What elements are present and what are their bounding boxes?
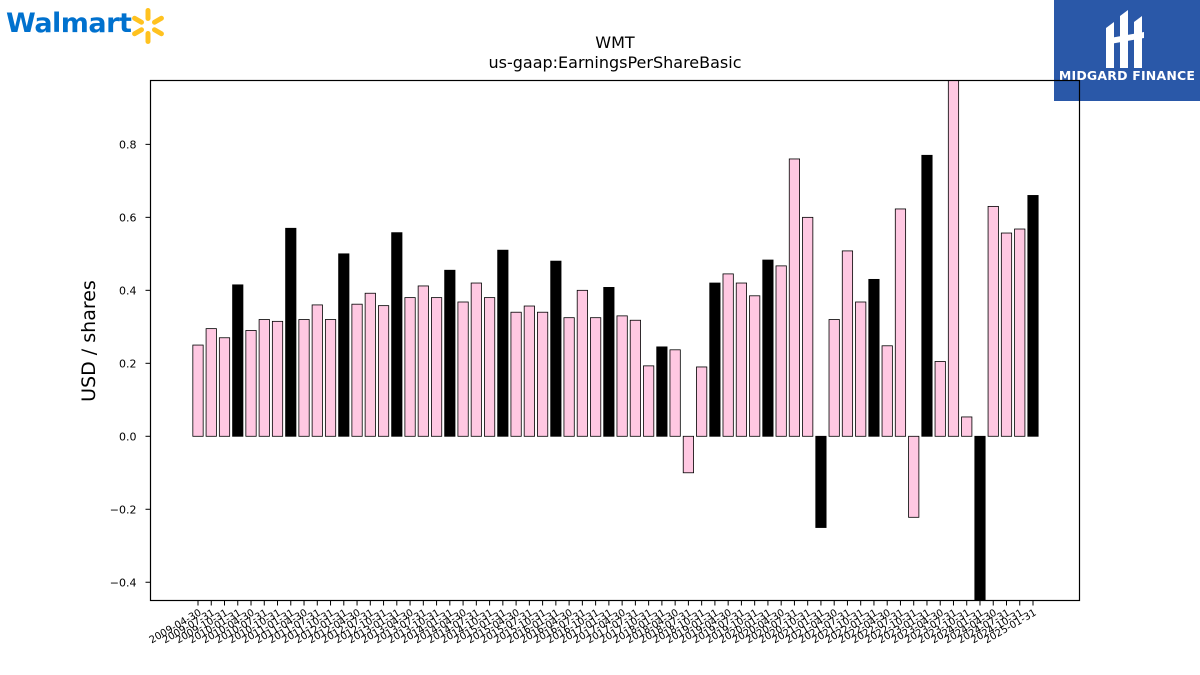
bar-2022-01-31 <box>868 278 880 437</box>
bar-2012-04-30 <box>351 303 363 437</box>
bar-2021-10-31 <box>855 301 867 437</box>
bar-2024-01-31 <box>974 435 986 601</box>
bar-2025-01-31 <box>1027 195 1039 437</box>
bar-2023-07-31 <box>947 80 960 437</box>
bar-2010-01-31 <box>232 284 244 437</box>
walmart-logo: Walmart <box>6 4 176 48</box>
bar-2014-10-31 <box>484 297 496 437</box>
bar-2017-04-30 <box>616 315 628 437</box>
bar-2024-04-30 <box>987 205 999 437</box>
bar-2011-04-30 <box>298 319 310 437</box>
y-tick-label: −0.4 <box>110 576 137 589</box>
spark-icon <box>132 8 164 44</box>
brand-name: MIDGARD FINANCE <box>1058 68 1196 83</box>
bar-2022-10-31 <box>908 435 920 518</box>
bar-2016-04-30 <box>563 317 575 437</box>
walmart-wordmark: Walmart <box>6 8 132 39</box>
bar-2019-07-31 <box>735 282 747 437</box>
bar-2017-07-31 <box>629 319 641 437</box>
chart-subtitle: us-gaap:EarningsPerShareBasic <box>488 53 741 72</box>
bar-2014-04-30 <box>457 301 469 437</box>
bar-2012-07-31 <box>364 292 376 437</box>
bar-2013-07-31 <box>417 285 429 437</box>
bar-2022-07-31 <box>894 208 907 437</box>
bar-2022-04-30 <box>881 345 893 437</box>
bar-2016-07-31 <box>576 289 588 437</box>
bar-2016-01-31 <box>550 260 562 437</box>
midgard-finance-badge: MIDGARD FINANCE <box>1054 0 1200 101</box>
bar-2010-07-31 <box>258 319 270 437</box>
bar-2020-04-30 <box>775 265 787 437</box>
y-tick-label: 0.6 <box>119 211 137 224</box>
bar-2020-01-31 <box>762 259 774 437</box>
chart-title: WMT <box>595 33 635 52</box>
bar-2009-07-31 <box>205 328 217 437</box>
y-tick-label: −0.2 <box>110 503 137 516</box>
y-tick-label: 0.2 <box>119 357 137 370</box>
bar-2020-07-31 <box>788 158 801 437</box>
y-axis-label: USD / shares <box>78 280 100 402</box>
x-axis: 2009-04-302009-07-312009-10-312010-01-31… <box>148 600 1039 646</box>
bar-2010-10-31 <box>271 320 284 437</box>
y-axis: −0.4 −0.2 0.0 0.2 0.4 0.6 0.8 <box>110 138 151 589</box>
bar-2014-01-31 <box>444 269 456 437</box>
bar-2023-04-30 <box>934 361 946 437</box>
bar-2009-10-31 <box>218 337 231 437</box>
bar-2017-10-31 <box>643 365 655 437</box>
bar-2018-04-30 <box>669 349 681 437</box>
bar-2019-01-31 <box>709 282 721 437</box>
bar-2010-04-30 <box>245 330 257 437</box>
bar-2024-10-31 <box>1014 228 1026 437</box>
y-tick-label: 0.0 <box>119 430 137 443</box>
bar-2015-04-30 <box>510 311 522 437</box>
bar-2018-01-31 <box>656 346 668 437</box>
bar-2011-01-31 <box>285 227 297 437</box>
bar-2012-01-31 <box>338 253 350 437</box>
bar-2009-04-30 <box>192 344 204 437</box>
bar-2015-01-31 <box>497 249 509 437</box>
bar-2011-10-31 <box>324 319 337 437</box>
bar-2014-07-31 <box>470 282 482 437</box>
bar-2020-10-31 <box>802 216 814 437</box>
bars-group <box>192 80 1039 601</box>
bar-2015-07-31 <box>523 305 535 437</box>
midgard-logo-icon <box>1106 10 1144 68</box>
bar-2023-10-31 <box>961 416 973 437</box>
bar-2023-01-31 <box>921 154 933 437</box>
y-tick-label: 0.8 <box>119 138 137 151</box>
bar-2021-04-30 <box>828 319 840 437</box>
bar-2017-01-31 <box>603 287 615 437</box>
bar-2021-07-31 <box>841 250 854 437</box>
plot-frame <box>149 79 1081 602</box>
bar-2011-07-31 <box>311 304 323 437</box>
bar-2013-10-31 <box>430 297 443 437</box>
bar-2019-10-31 <box>749 295 761 437</box>
bar-2016-10-31 <box>590 317 602 437</box>
bar-2018-10-31 <box>696 366 708 437</box>
bar-2018-07-31 <box>682 435 694 474</box>
y-tick-label: 0.4 <box>119 284 137 297</box>
bar-2012-10-31 <box>377 305 390 437</box>
bar-2024-07-31 <box>1000 232 1013 437</box>
bar-2021-01-31 <box>815 435 827 528</box>
bar-2015-10-31 <box>537 311 549 437</box>
bar-2013-01-31 <box>391 232 403 437</box>
bar-2013-04-30 <box>404 297 416 437</box>
bar-2019-04-30 <box>722 273 734 437</box>
